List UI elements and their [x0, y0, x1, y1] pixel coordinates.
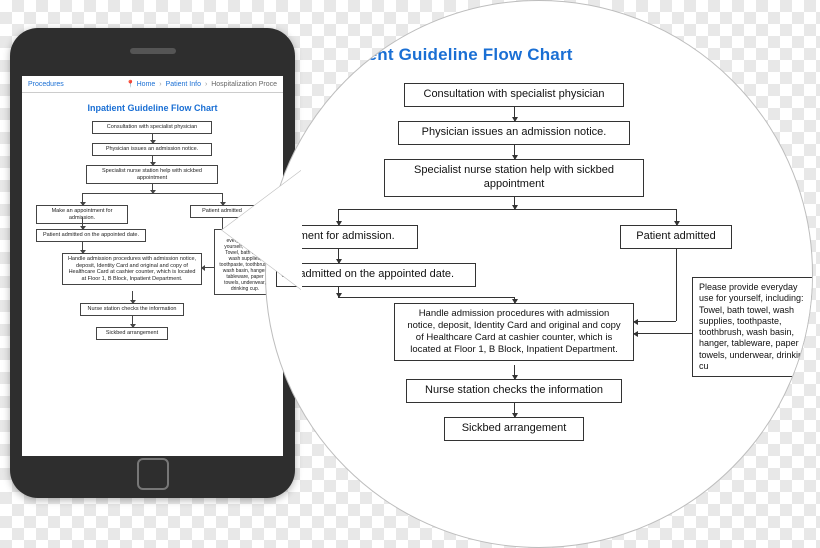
flow-arrow — [676, 209, 677, 225]
flow-arrow — [634, 321, 676, 322]
zoom-chart-title: npatient Guideline Flow Chart — [326, 45, 573, 65]
flow-node: Specialist nurse station help with sickb… — [384, 159, 644, 197]
chevron-right-icon: › — [715, 15, 719, 27]
zoom-flowchart: Consultation with specialist physician P… — [276, 83, 802, 547]
flow-arrow — [338, 287, 339, 297]
flow-node: Nurse station checks the information — [406, 379, 622, 403]
chevron-right-icon: › — [205, 81, 207, 88]
flow-node: Handle admission procedures with admissi… — [62, 253, 202, 285]
flow-connector — [82, 193, 222, 194]
flow-connector — [338, 297, 514, 298]
flow-arrow — [514, 107, 515, 121]
flow-arrow — [152, 133, 153, 143]
chevron-right-icon: › — [159, 81, 161, 88]
flow-node: Nurse station checks the information — [80, 303, 184, 316]
flow-arrow — [514, 403, 515, 417]
crumb-patient-info[interactable]: Patient Info — [166, 81, 201, 88]
flow-connector — [338, 209, 676, 210]
pin-icon: 📍 — [126, 81, 135, 88]
flow-node: Patient admitted on the appointed date. — [36, 229, 146, 242]
phone-breadcrumb: Procedures 📍 Home › Patient Info › Hospi… — [22, 76, 283, 93]
flow-arrow — [82, 241, 83, 253]
flow-side-note: Please provide everyday use for yourself… — [692, 277, 812, 377]
flow-arrow — [514, 145, 515, 159]
flow-node: Handle admission procedures with admissi… — [394, 303, 634, 361]
flow-node: Sickbed arrangement — [96, 327, 168, 340]
flow-node: Physician issues an admission notice. — [398, 121, 630, 145]
crumb-patient-info[interactable]: Patient Info — [722, 15, 778, 27]
flow-arrow — [82, 193, 83, 205]
flow-arrow — [132, 291, 133, 303]
crumb-home[interactable]: Home — [681, 15, 710, 27]
zoom-breadcrumb: 📍 Home › Patient Info — [665, 15, 778, 27]
flow-arrow — [338, 209, 339, 225]
flow-arrow — [338, 249, 339, 263]
flow-arrow — [152, 155, 153, 165]
flow-arrow — [82, 217, 83, 229]
flow-node: ent admitted on the appointed date. — [276, 263, 476, 287]
crumb-home[interactable]: Home — [137, 81, 156, 88]
flow-node: Patient admitted — [620, 225, 732, 249]
procedures-label[interactable]: Procedures — [28, 81, 64, 88]
flow-connector — [676, 249, 677, 321]
breadcrumb-trail: 📍 Home › Patient Info › Hospitalization … — [126, 80, 277, 88]
zoom-lens: 📍 Home › Patient Info npatient Guideline… — [265, 0, 813, 548]
flow-node: Sickbed arrangement — [444, 417, 584, 441]
flow-arrow — [132, 315, 133, 327]
flow-arrow — [634, 333, 692, 334]
zoom-callout-pointer — [222, 170, 302, 290]
flow-node: Physician issues an admission notice. — [92, 143, 212, 156]
flow-arrow — [152, 183, 153, 193]
flow-arrow — [514, 197, 515, 209]
flow-node: Specialist nurse station help with sickb… — [86, 165, 218, 184]
flow-arrow — [514, 365, 515, 379]
phone-chart-title: Inpatient Guideline Flow Chart — [22, 103, 283, 113]
flow-node: Consultation with specialist physician — [92, 121, 212, 134]
flow-node: Consultation with specialist physician — [404, 83, 624, 107]
pin-icon: 📍 — [665, 16, 677, 27]
zoom-content: 📍 Home › Patient Info npatient Guideline… — [266, 1, 812, 547]
